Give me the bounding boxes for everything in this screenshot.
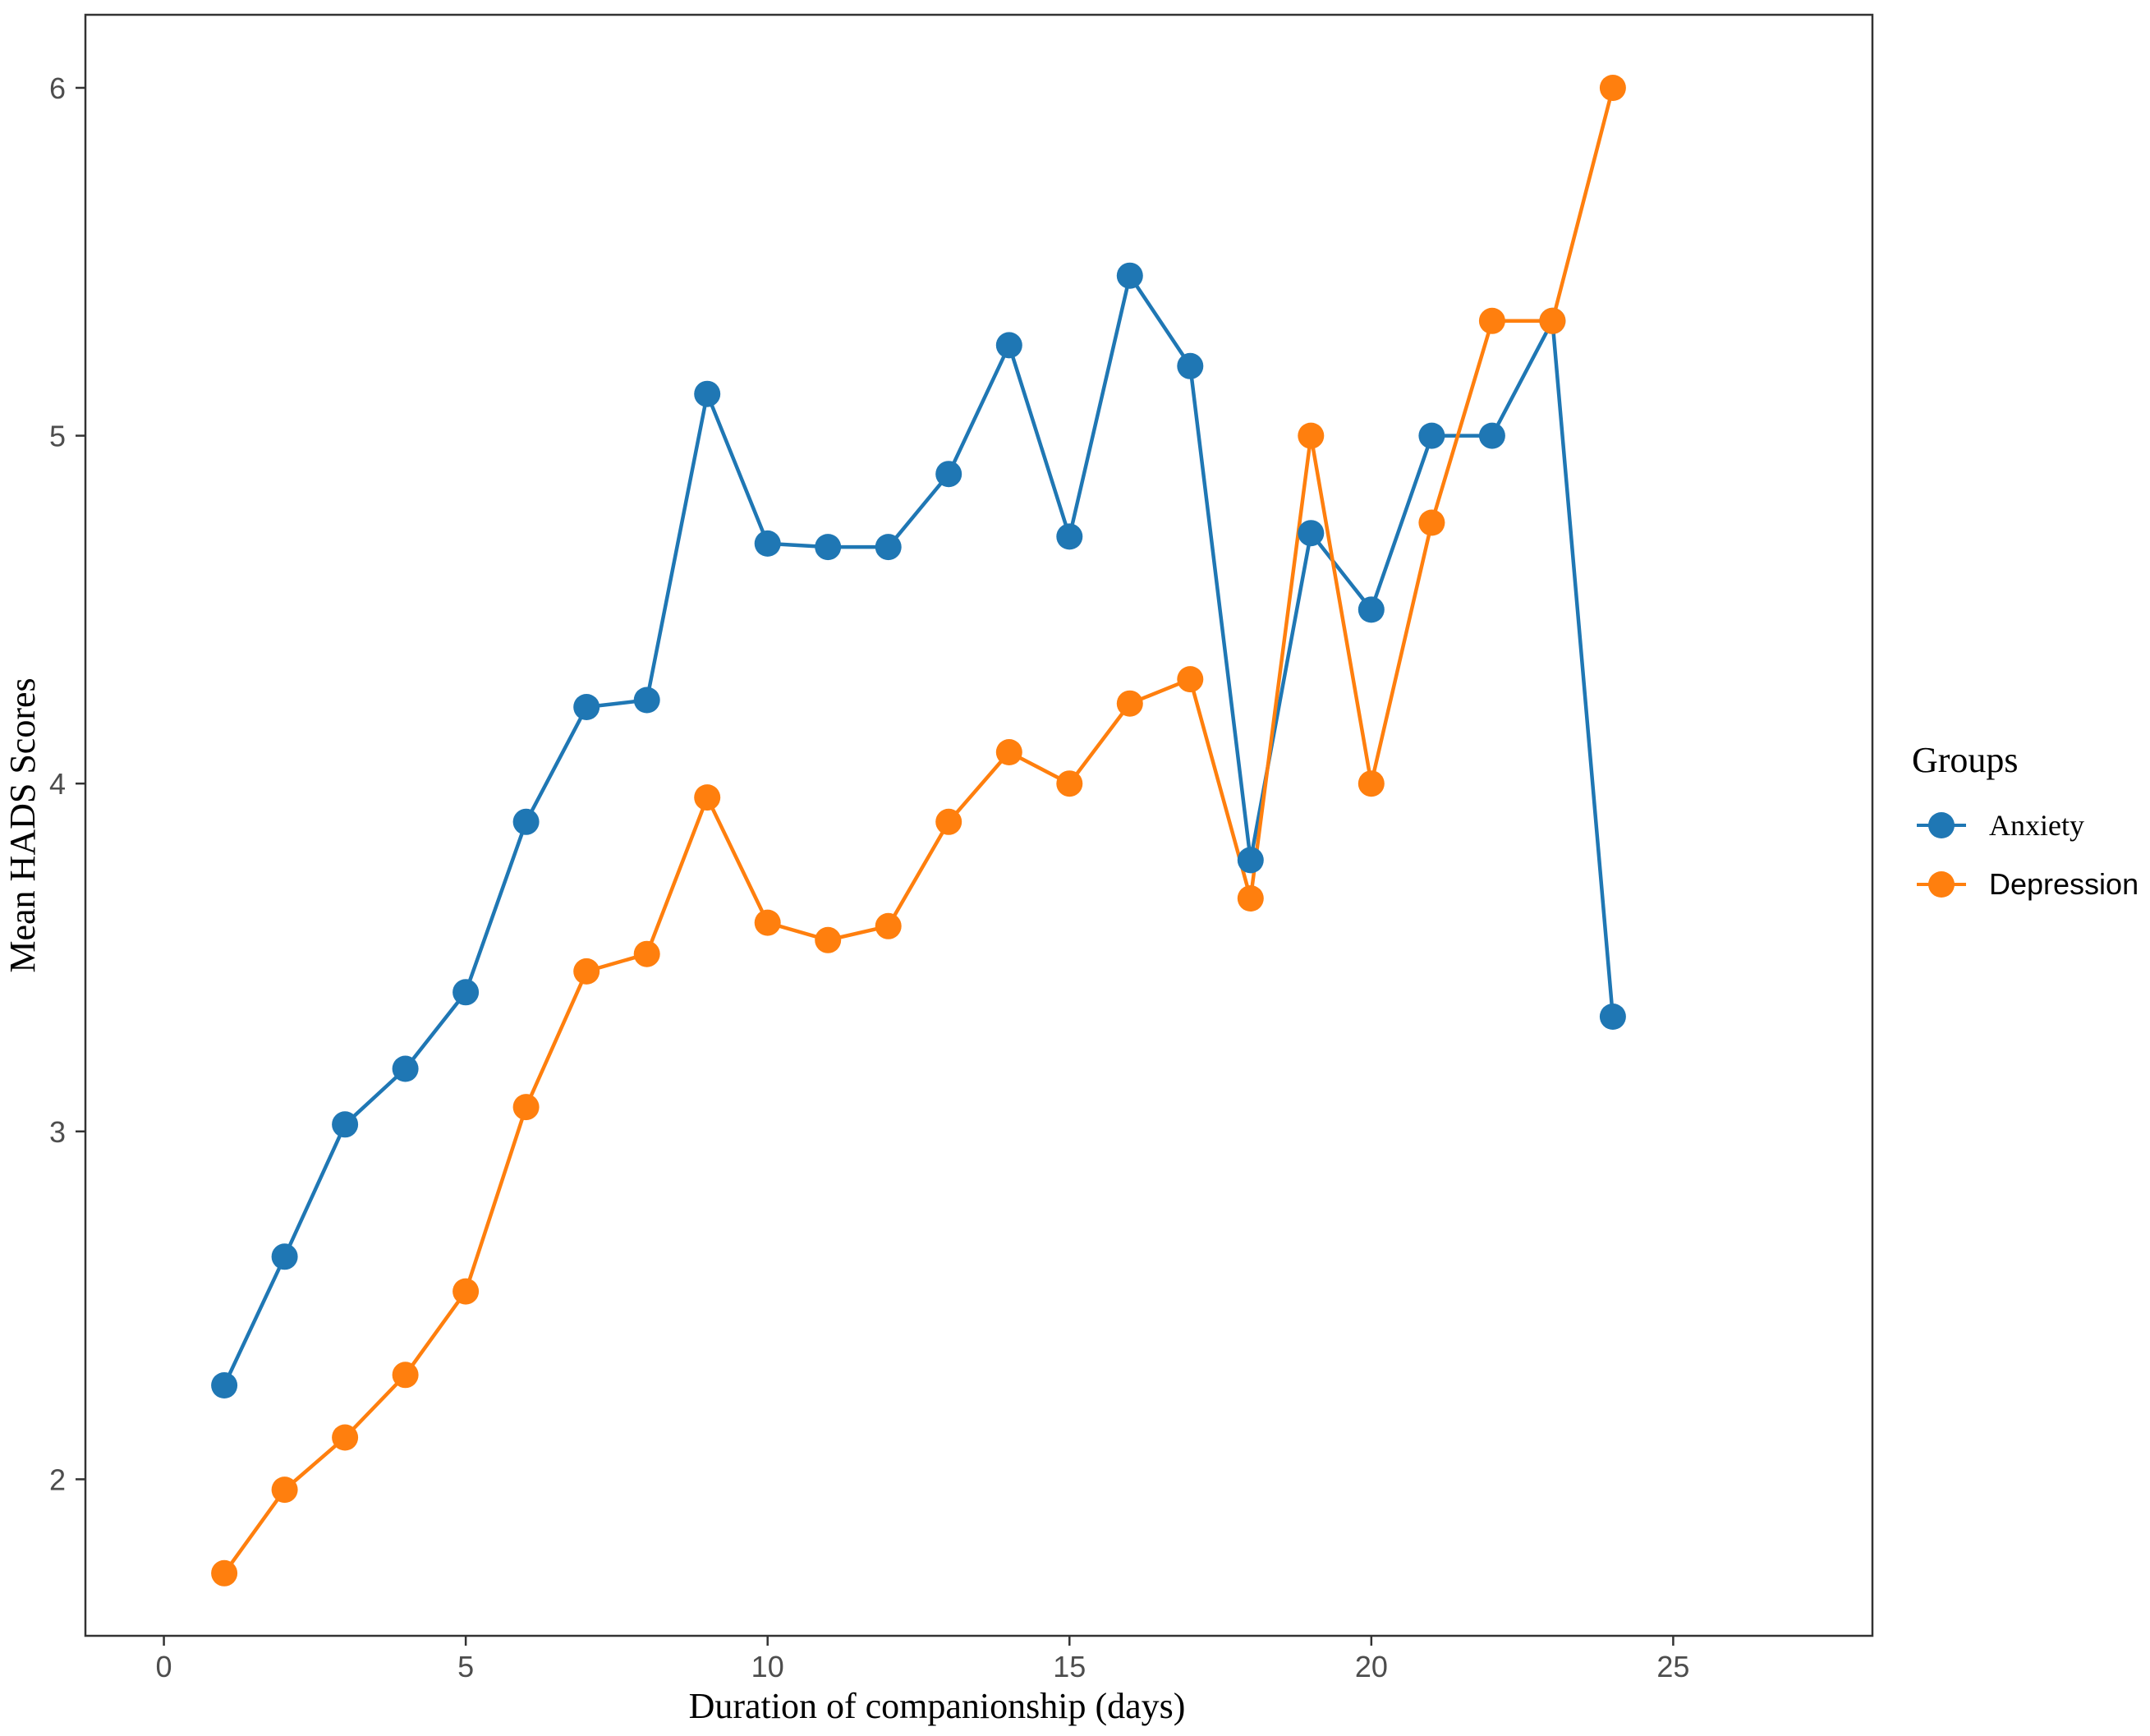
data-point-anxiety (633, 687, 660, 714)
legend-marker-anxiety (1928, 812, 1955, 838)
y-tick-label: 2 (49, 1463, 66, 1496)
data-point-anxiety (1418, 422, 1445, 449)
data-point-anxiety (815, 534, 842, 561)
data-point-depression (1478, 307, 1505, 334)
data-point-anxiety (211, 1372, 238, 1398)
x-tick-label: 5 (457, 1650, 474, 1683)
data-point-depression (1177, 666, 1204, 693)
data-point-depression (512, 1094, 540, 1121)
data-point-depression (1298, 422, 1325, 449)
plot-panel-border (84, 13, 1874, 1637)
x-axis: 0 5 10 15 20 25 (156, 1636, 1689, 1683)
data-point-depression (995, 739, 1022, 765)
legend-label-depression: Depression (1989, 867, 2139, 901)
series-lines (223, 87, 1615, 1575)
data-point-anxiety (1056, 523, 1083, 550)
y-tick-label: 6 (49, 71, 66, 105)
y-tick-label: 5 (49, 420, 66, 453)
y-axis-title: Mean HADS Scores (2, 677, 43, 972)
data-point-anxiety (332, 1111, 359, 1138)
y-axis: 2 3 4 5 6 (49, 71, 85, 1496)
data-point-anxiety (754, 530, 781, 557)
data-point-depression (1418, 509, 1445, 536)
data-point-depression (271, 1477, 298, 1504)
data-point-anxiety (1116, 262, 1143, 289)
legend-item-anxiety: Anxiety (1917, 809, 2084, 842)
data-point-anxiety (875, 534, 902, 561)
data-point-anxiety (453, 979, 480, 1006)
x-tick-label: 10 (751, 1650, 784, 1683)
data-point-anxiety (1298, 520, 1325, 547)
data-point-depression (1237, 885, 1264, 912)
legend-title: Groups (1912, 740, 2019, 780)
legend-item-depression: Depression (1917, 867, 2139, 901)
data-point-depression (453, 1278, 480, 1305)
data-point-anxiety (271, 1243, 298, 1270)
data-point-anxiety (1237, 847, 1264, 874)
x-axis-title: Duration of companionship (days) (689, 1686, 1186, 1726)
legend-marker-depression (1928, 871, 1955, 898)
x-tick-label: 20 (1355, 1650, 1388, 1683)
data-point-depression (1599, 75, 1626, 101)
data-point-depression (211, 1559, 238, 1587)
data-point-depression (573, 958, 600, 985)
x-tick-label: 25 (1656, 1650, 1689, 1683)
y-tick-label: 4 (49, 767, 66, 801)
y-tick-label: 3 (49, 1115, 66, 1149)
data-point-anxiety (1599, 1003, 1626, 1030)
data-point-anxiety (995, 332, 1022, 359)
x-tick-label: 0 (156, 1650, 172, 1683)
data-point-depression (633, 940, 660, 967)
data-point-depression (1116, 690, 1143, 717)
data-point-anxiety (1358, 596, 1385, 623)
data-point-depression (1358, 770, 1385, 797)
legend-label-anxiety: Anxiety (1989, 809, 2084, 842)
data-point-depression (1539, 307, 1566, 334)
data-point-depression (392, 1362, 419, 1389)
data-point-anxiety (1478, 422, 1505, 449)
data-point-depression (694, 784, 721, 811)
x-tick-label: 15 (1053, 1650, 1086, 1683)
data-point-depression (1056, 770, 1083, 797)
data-point-anxiety (392, 1055, 419, 1082)
data-point-anxiety (694, 380, 721, 407)
data-point-depression (815, 926, 842, 953)
legend: Groups Anxiety Depression (1912, 740, 2139, 901)
series-line-anxiety (223, 273, 1615, 1386)
data-point-depression (754, 909, 781, 936)
data-point-depression (875, 912, 902, 939)
data-point-depression (935, 808, 962, 835)
series-points (211, 75, 1626, 1587)
data-point-anxiety (935, 461, 962, 488)
series-line-depression (223, 87, 1615, 1575)
data-point-anxiety (573, 694, 600, 720)
data-point-depression (332, 1424, 359, 1451)
data-point-anxiety (1177, 352, 1204, 379)
data-point-anxiety (512, 808, 540, 835)
